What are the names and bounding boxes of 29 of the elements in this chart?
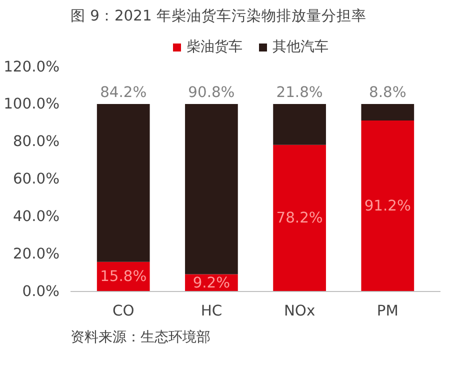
data-label: 8.8% (369, 84, 406, 101)
x-tick-label: CO (112, 302, 134, 320)
y-tick-label: 20.0% (12, 246, 60, 262)
data-label: 90.8% (188, 84, 235, 101)
y-tick-label: 100.0% (4, 96, 60, 112)
y-tick-label: 0.0% (22, 283, 60, 300)
data-label: 84.2% (100, 84, 147, 101)
legend-label: 柴油货车 (186, 38, 242, 56)
bar (361, 104, 414, 120)
y-tick-label: 80.0% (12, 133, 60, 150)
data-label: 78.2% (276, 210, 323, 227)
y-tick-label: 60.0% (12, 170, 60, 188)
data-label: 9.2% (192, 274, 230, 292)
y-tick-label: 40.0% (12, 208, 60, 225)
x-tick-label: PM (376, 302, 398, 320)
x-tick-label: HC (200, 302, 222, 320)
data-label: 15.8% (100, 268, 147, 286)
bar (361, 120, 414, 292)
data-label: 91.2% (364, 198, 411, 214)
bar (273, 104, 326, 145)
x-tick-label: NOx (284, 302, 316, 320)
y-tick-label: 120.0% (4, 58, 60, 76)
data-label: 21.8% (276, 84, 323, 101)
bar (185, 104, 238, 274)
bar (273, 144, 326, 292)
text: 资料来源：生态环境部 (70, 330, 210, 346)
bar (96, 104, 150, 262)
chart-title: 图 9：2021 年柴油货车污染物排放量分担率 (70, 8, 366, 24)
legend-label: 其他汽车 (272, 38, 328, 56)
